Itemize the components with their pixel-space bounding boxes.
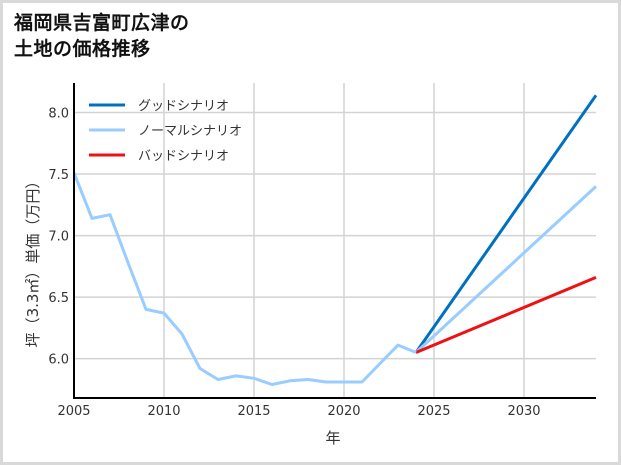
series-line (72, 172, 417, 386)
y-tick-label: 7.5 (48, 168, 69, 183)
y-tick-label: 6.0 (48, 353, 69, 368)
chart-title-line2: 土地の価格推移 (14, 38, 151, 60)
legend-label: バッドシナリオ (138, 149, 229, 164)
chart-title-line1: 福岡県吉富町広津の (14, 12, 190, 34)
axes (73, 83, 596, 399)
tick-labels: 2005 2010 2015 2020 2025 2030 6.0 6.5 7.0 7.5 8.0 (48, 107, 540, 419)
x-axis-label: 年 (325, 429, 340, 447)
series-line (415, 276, 597, 354)
y-tick-label: 7.0 (48, 230, 69, 245)
y-tick-label: 8.0 (48, 107, 69, 122)
chart-title: 福岡県吉富町広津の 土地の価格推移 (14, 10, 190, 62)
data-series (72, 94, 598, 386)
y-axis-label: 坪（3.3㎡）単価（万円） (24, 174, 42, 348)
x-tick-label: 2030 (507, 404, 540, 419)
legend-label: ノーマルシナリオ (138, 124, 242, 139)
series-line (414, 185, 598, 354)
x-tick-label: 2015 (237, 404, 270, 419)
x-tick-label: 2010 (147, 404, 180, 419)
legend-label: グッドシナリオ (138, 99, 229, 114)
x-tick-label: 2005 (57, 404, 90, 419)
x-tick-label: 2025 (417, 404, 450, 419)
series-line (414, 94, 598, 354)
x-tick-label: 2020 (327, 404, 360, 419)
y-tick-label: 6.5 (48, 291, 69, 306)
